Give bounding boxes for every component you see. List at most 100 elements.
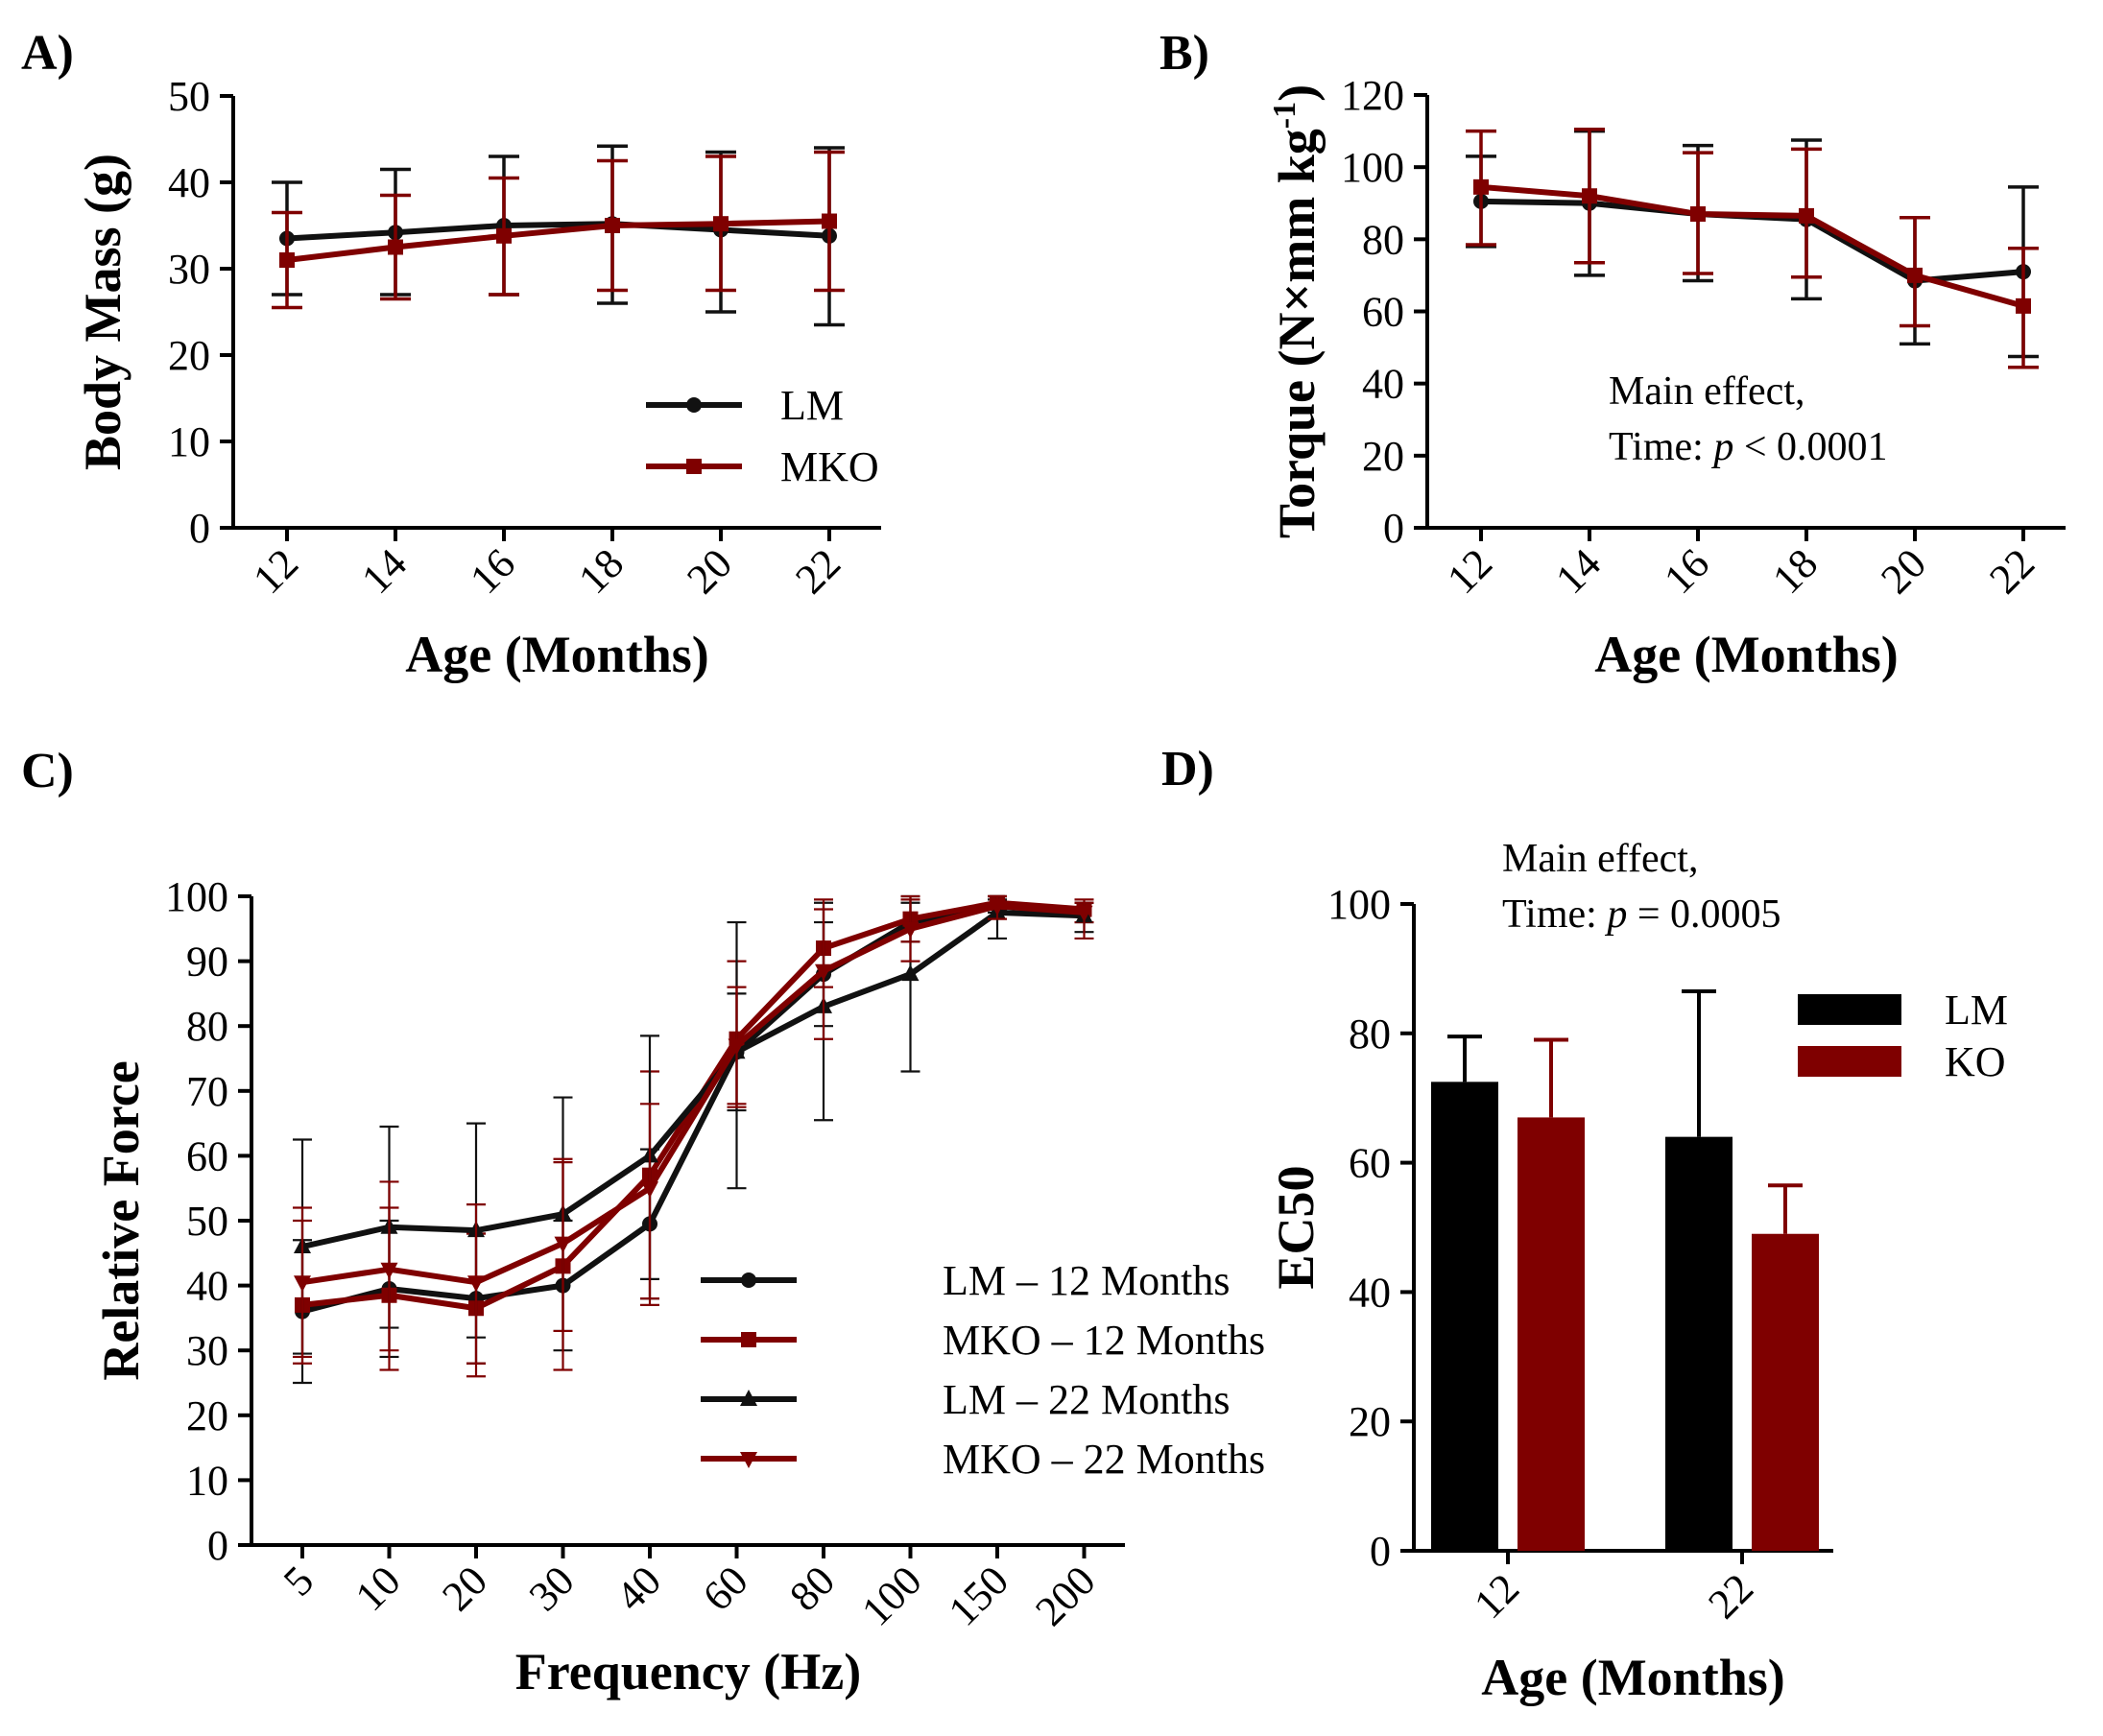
series-line [1480,183,2024,309]
data-point [2016,297,2031,314]
data-point [1907,267,1923,283]
panel-label: B) [1159,26,1209,81]
series-mko [1466,127,2039,369]
data-point [388,239,403,255]
y-tick-label: 90 [186,939,228,986]
data-point [1473,178,1489,195]
data-point [605,218,620,233]
series-line [286,218,830,263]
x-tick-label: 14 [1546,539,1610,603]
legend-marker [740,1390,757,1406]
y-tick-label: 30 [168,246,210,293]
data-point [554,1236,572,1253]
annotation-line1: Main effect, [1609,369,1804,414]
x-tick-label: 16 [1655,539,1718,603]
y-tick-label: 40 [186,1263,228,1310]
data-point [641,1181,658,1199]
x-tick-label: 20 [1872,539,1935,603]
legend-marker [741,1332,756,1347]
y-tick-label: 40 [1349,1269,1391,1316]
x-tick-label: 18 [569,539,633,603]
y-tick-label: 40 [1362,361,1404,408]
y-tick-label: 50 [168,73,210,120]
panel-B: B) 0 20 40 60 80 100 120 12 14 16 18 20 22 Age (Months… [1159,26,2066,683]
x-tick-label: 12 [1438,539,1501,603]
y-tick-label: 20 [168,332,210,379]
y-tick-label: 120 [1341,72,1404,119]
y-tick-label: 60 [1362,289,1404,336]
y-tick-label: 10 [168,418,210,465]
y-tick-label: 0 [189,505,210,552]
y-tick-label: 0 [1383,505,1404,552]
legend-swatch [1798,1046,1901,1077]
x-tick-label: 18 [1763,539,1827,603]
series-lm [272,144,845,327]
x-tick-label: 100 [852,1557,930,1634]
legend-marker [686,459,702,474]
y-tick-label: 50 [186,1198,228,1245]
data-point [1690,206,1706,223]
y-tick-label: 60 [1349,1140,1391,1187]
y-tick-label: 10 [186,1457,228,1504]
data-point [279,252,295,268]
y-tick-label: 0 [1370,1528,1391,1575]
y-tick-label: 0 [207,1522,228,1569]
x-axis-title: Age (Months) [1481,1649,1784,1706]
annotation-line1: Main effect, [1502,837,1698,881]
legend-label: MKO – 12 Months [943,1317,1265,1364]
panel-label: D) [1161,742,1214,797]
data-point [496,227,512,244]
x-axis-title: Age (Months) [1594,626,1898,683]
legend-marker [686,397,702,413]
y-tick-label: 60 [186,1132,228,1179]
x-tick-label: 30 [520,1557,584,1620]
panel-A: A) 0 10 20 30 40 50 12 14 16 18 20 22 Age (Months) Bod… [21,26,881,683]
data-point [1075,905,1093,922]
data-point [713,216,729,232]
y-tick-label: 100 [165,873,228,920]
series-ko [1518,1037,1819,1551]
series-line [286,221,830,242]
data-point [380,1262,398,1279]
legend-label: LM – 12 Months [943,1257,1230,1304]
annotation-line2: Time: p < 0.0001 [1609,425,1888,469]
x-tick-label: 22 [1699,1564,1762,1628]
legend-label: KO [1945,1038,2006,1085]
legend-label: MKO [780,443,879,490]
y-tick-label: 80 [186,1003,228,1050]
series-mko [272,150,845,310]
x-tick-label: 22 [786,539,849,603]
x-tick-label: 12 [1465,1564,1528,1628]
x-tick-label: 20 [678,539,741,603]
x-tick-label: 150 [940,1557,1017,1634]
legend-swatch [1798,994,1901,1025]
x-tick-label: 12 [244,539,307,603]
series-line [301,903,1085,1315]
series-line [301,903,1085,1286]
series-line [301,909,1085,1249]
y-tick-label: 80 [1349,1011,1391,1058]
x-tick-label: 16 [461,539,524,603]
bar [1665,1136,1733,1551]
legend-label: LM [780,382,844,429]
x-tick-label: 200 [1026,1557,1104,1634]
y-axis-title: EC50 [1267,1165,1325,1289]
y-tick-label: 70 [186,1068,228,1115]
series-mko-22-months [293,894,1094,1365]
x-tick-label: 60 [694,1557,757,1620]
y-axis-title: Body Mass (g) [74,154,131,470]
data-point [467,1275,485,1293]
bar [1752,1233,1819,1551]
y-tick-label: 20 [186,1392,228,1439]
legend-label: LM [1945,987,2008,1034]
x-tick-label: 80 [780,1557,844,1620]
data-point [728,1038,746,1056]
y-tick-label: 30 [186,1327,228,1374]
x-tick-label: 14 [352,539,416,603]
x-tick-label: 10 [347,1557,410,1620]
legend-label: MKO – 22 Months [943,1436,1265,1483]
data-point [815,963,832,981]
y-tick-label: 100 [1327,881,1391,928]
